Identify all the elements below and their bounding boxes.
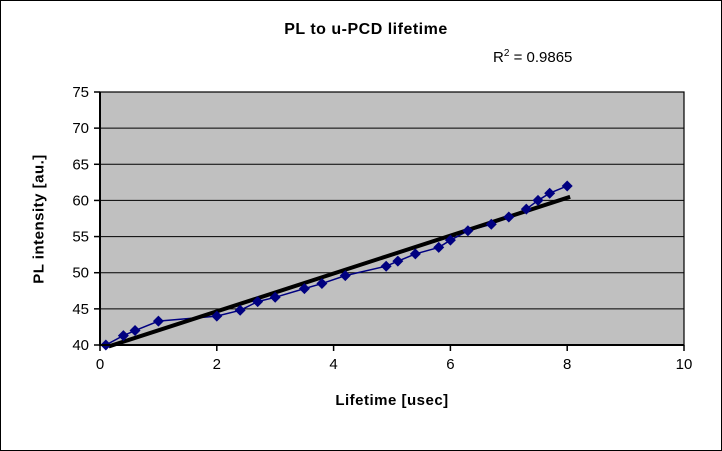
data-point-marker	[520, 203, 532, 215]
r-squared-base: R	[493, 49, 504, 66]
x-tick-label-6: 6	[446, 356, 454, 373]
data-point-marker	[298, 283, 310, 295]
data-point-marker	[392, 255, 404, 267]
x-tick-label-4: 4	[329, 356, 337, 373]
y-tick-label-45: 45	[72, 301, 89, 318]
data-point-marker	[532, 194, 544, 206]
plot-background	[100, 92, 684, 345]
data-point-marker	[544, 187, 556, 199]
chart-title: PL to u-PCD lifetime	[284, 21, 448, 38]
data-point-marker	[444, 234, 456, 246]
data-point-marker	[234, 304, 246, 316]
y-tick-label-60: 60	[72, 192, 89, 209]
y-tick-label-50: 50	[72, 265, 89, 282]
data-point-marker	[117, 330, 129, 342]
data-point-marker	[269, 291, 281, 303]
data-point-marker	[316, 278, 328, 290]
y-tick-label-65: 65	[72, 156, 89, 173]
data-point-marker	[561, 180, 573, 192]
y-tick-label-55: 55	[72, 229, 89, 246]
data-point-marker	[211, 310, 223, 322]
y-axis-title: PL intensity [au.]	[30, 154, 48, 284]
data-point-marker	[380, 260, 392, 272]
data-point-marker	[485, 218, 497, 230]
y-tick-label-70: 70	[72, 120, 89, 137]
x-tick-label-8: 8	[563, 356, 571, 373]
data-point-marker	[152, 315, 164, 327]
data-point-marker	[129, 325, 141, 337]
x-tick-label-0: 0	[96, 356, 104, 373]
data-point-marker	[503, 211, 515, 223]
r-squared-exponent: 2	[503, 48, 510, 59]
x-tick-label-10: 10	[676, 356, 693, 373]
data-point-marker	[252, 296, 264, 308]
data-point-marker	[433, 241, 445, 253]
r-squared-annotation: R2 = 0.9865	[493, 48, 572, 66]
x-tick-label-2: 2	[213, 356, 221, 373]
y-tick-label-40: 40	[72, 337, 89, 354]
y-tick-label-75: 75	[72, 84, 89, 101]
data-point-marker	[462, 225, 474, 237]
data-point-marker	[409, 248, 421, 260]
x-axis-title: Lifetime [usec]	[335, 392, 449, 409]
data-point-marker	[339, 270, 351, 282]
r-squared-value: = 0.9865	[509, 49, 573, 66]
